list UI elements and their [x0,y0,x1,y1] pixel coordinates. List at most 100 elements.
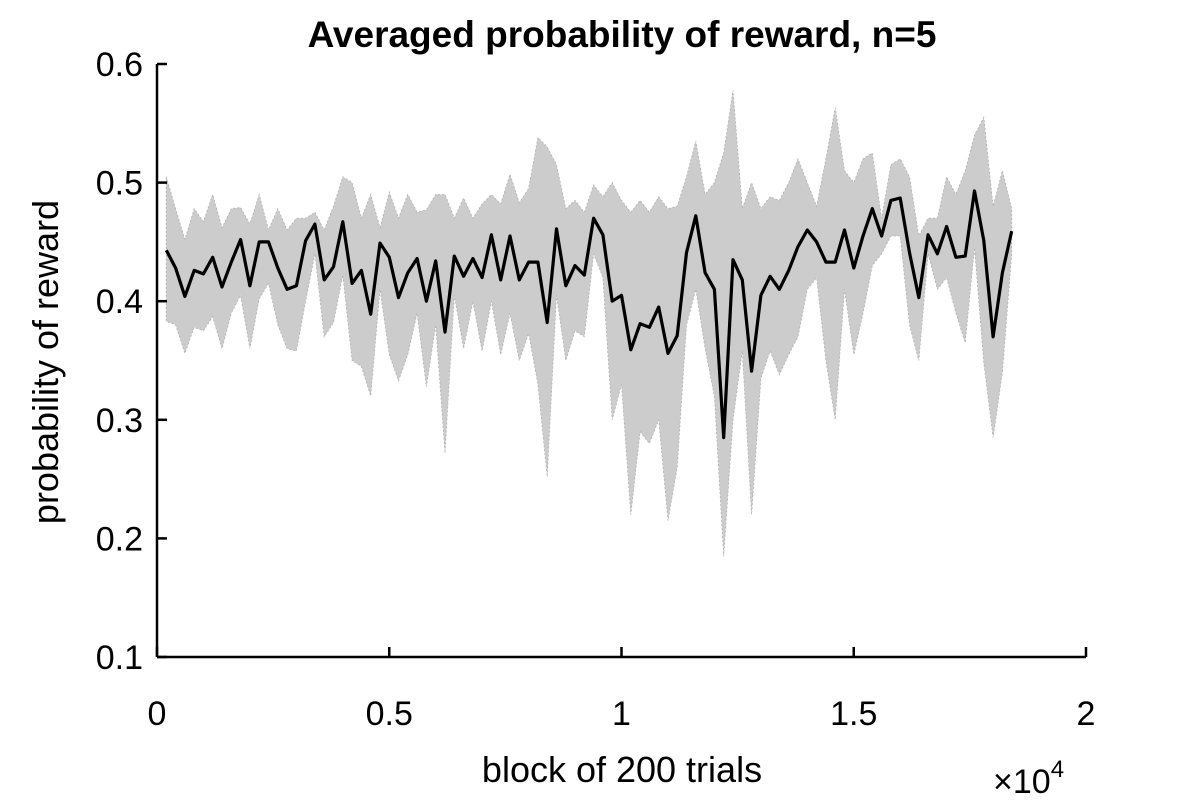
data-point [258,240,261,243]
data-point [406,271,409,274]
data-point [657,306,660,309]
data-point [629,348,632,351]
data-point [304,239,307,242]
data-point [351,282,354,285]
x-axis-multiplier: ×104 [993,756,1064,800]
x-tick-label: 1 [612,695,631,733]
data-point [750,370,753,373]
data-point [221,286,224,289]
data-point [174,267,177,270]
data-point [276,267,279,270]
x-tick-label: 0 [148,695,167,733]
x-multiplier-base: ×10 [993,763,1051,800]
data-point [1010,230,1013,233]
data-point [676,334,679,337]
data-point [889,199,892,202]
data-point [713,288,716,291]
data-point [230,261,233,264]
data-point [797,245,800,248]
data-point [369,313,372,316]
data-point [509,235,512,238]
data-point [694,214,697,217]
data-point [945,225,948,228]
data-point [973,189,976,192]
data-point [704,271,707,274]
data-point [908,251,911,254]
mean-line [164,189,1014,440]
data-point [648,326,651,329]
data-point [397,296,400,299]
data-point [518,278,521,281]
x-tick-label: 0.5 [366,695,413,733]
data-point [732,258,735,261]
data-point [639,322,642,325]
data-point [183,295,186,298]
data-point [954,256,957,259]
data-point [165,249,168,252]
data-point [388,256,391,259]
x-tick-label: 1.5 [830,695,877,733]
data-point [313,223,316,226]
data-point [824,261,827,264]
data-point [583,274,586,277]
data-point [620,294,623,297]
data-point [899,197,902,200]
data-point [444,331,447,334]
data-point [481,276,484,279]
data-point [536,261,539,264]
data-point [379,242,382,245]
data-point [323,278,326,281]
data-point [267,240,270,243]
data-point [917,296,920,299]
data-point [992,335,995,338]
data-point [286,288,289,291]
data-point [462,275,465,278]
data-point [964,255,967,258]
data-point [601,233,604,236]
data-point [871,207,874,210]
data-point [685,251,688,254]
data-point [843,229,846,232]
data-point [787,269,790,272]
x-tick-label: 2 [1077,695,1096,733]
data-point [927,233,930,236]
data-point [722,436,725,439]
data-point [295,284,298,287]
data-point [341,220,344,223]
data-point [880,235,883,238]
x-axis-label: block of 200 trials [482,749,762,790]
data-point [416,257,419,260]
y-tick-label: 0.1 [96,639,143,677]
data-point [769,275,772,278]
data-point [815,240,818,243]
data-point [592,217,595,220]
data-point [360,269,363,272]
data-point [667,352,670,355]
data-point [611,300,614,303]
data-point [471,257,474,260]
data-point [759,294,762,297]
data-point [1001,271,1004,274]
data-point [778,288,781,291]
data-point [574,264,577,267]
chart-title: Averaged probability of reward, n=5 [308,14,937,55]
data-point [202,272,205,275]
data-point [490,233,493,236]
data-point [453,255,456,258]
data-point [564,284,567,287]
data-point [193,269,196,272]
data-point [806,229,809,232]
data-point [434,259,437,262]
data-point [239,238,242,241]
y-tick-label: 0.2 [96,520,143,558]
confidence-band [165,90,1013,557]
y-tick-label: 0.6 [96,46,143,84]
data-point [982,239,985,242]
data-point [499,278,502,281]
y-tick-label: 0.5 [96,165,143,203]
data-point [546,321,549,324]
data-point [555,227,558,230]
data-point [936,252,939,255]
data-point [852,267,855,270]
